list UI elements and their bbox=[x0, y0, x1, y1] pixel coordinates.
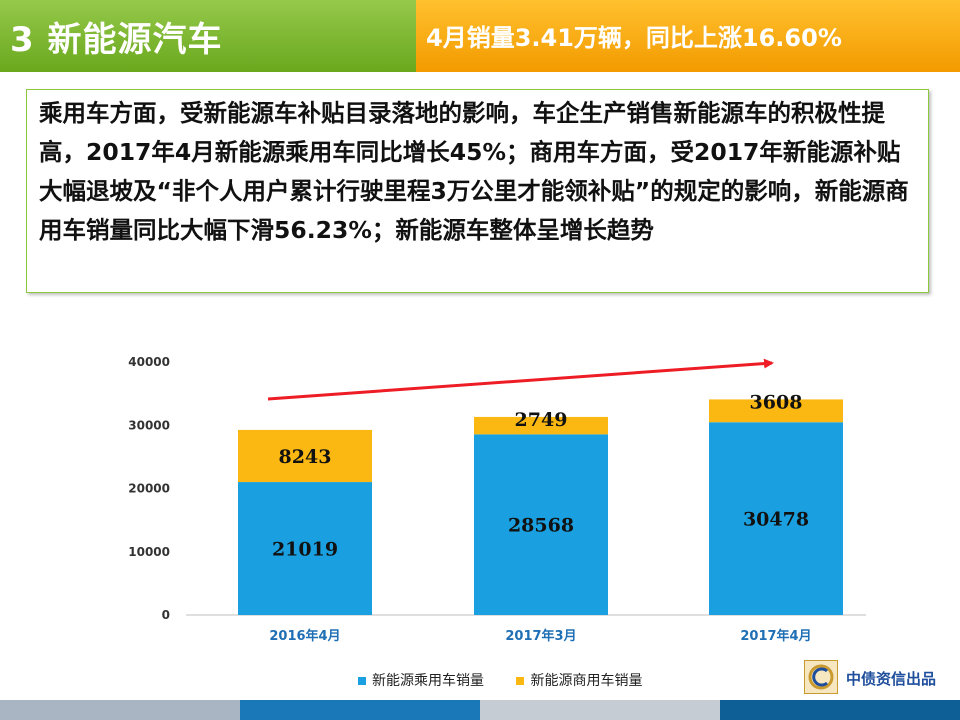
description-box: 乘用车方面，受新能源车补贴目录落地的影响，车企生产销售新能源车的积极性提高，20… bbox=[26, 89, 929, 293]
y-axis-ticks: 0 10000 20000 30000 40000 bbox=[128, 355, 170, 622]
footer-segment-2 bbox=[240, 700, 480, 720]
legend-label-passenger: 新能源乘用车销量 bbox=[372, 673, 484, 689]
data-label-commercial: 2749 bbox=[515, 409, 568, 431]
description-text: 乘用车方面，受新能源车补贴目录落地的影响，车企生产销售新能源车的积极性提高，20… bbox=[39, 99, 909, 244]
y-tick-label: 20000 bbox=[128, 482, 170, 496]
page-title: 3 新能源汽车 bbox=[10, 20, 223, 60]
data-label-commercial: 3608 bbox=[750, 391, 803, 413]
y-tick-label: 40000 bbox=[128, 355, 170, 369]
title-bar: 3 新能源汽车 bbox=[0, 0, 420, 72]
sales-chart: 0 10000 20000 30000 40000 21019 8243 28568 2749… bbox=[128, 355, 866, 644]
footer-segment-1 bbox=[0, 700, 240, 720]
bar-passenger bbox=[238, 482, 372, 615]
chart-legend: 新能源乘用车销量 新能源商用车销量 bbox=[358, 670, 670, 690]
bar-commercial bbox=[709, 399, 843, 423]
x-tick-label: 2016年4月 bbox=[269, 628, 340, 644]
y-tick-label: 10000 bbox=[128, 545, 170, 559]
data-label-passenger: 28568 bbox=[508, 515, 574, 537]
footer-bar bbox=[0, 700, 960, 720]
data-labels: 21019 8243 28568 2749 30478 3608 bbox=[272, 391, 809, 560]
brand-text: 中债资信出品 bbox=[846, 670, 937, 688]
legend-item-passenger: 新能源乘用车销量 bbox=[358, 670, 484, 690]
x-tick-label: 2017年4月 bbox=[740, 628, 811, 644]
x-axis-ticks: 2016年4月 2017年3月 2017年4月 bbox=[269, 628, 811, 644]
legend-item-commercial: 新能源商用车销量 bbox=[516, 670, 642, 690]
brand-mark: 中债资信出品 bbox=[804, 660, 954, 696]
page-subtitle: 4月销量3.41万辆，同比上涨16.60% bbox=[426, 24, 842, 52]
bar-passenger bbox=[474, 434, 608, 615]
legend-label-commercial: 新能源商用车销量 bbox=[530, 673, 643, 689]
data-label-passenger: 30478 bbox=[743, 509, 809, 531]
trend-arrow bbox=[267, 358, 774, 401]
bar-passenger bbox=[709, 422, 843, 615]
legend-swatch-passenger bbox=[358, 677, 366, 685]
y-tick-label: 30000 bbox=[128, 418, 170, 432]
data-label-commercial: 8243 bbox=[279, 446, 332, 468]
bar-commercial bbox=[238, 429, 372, 483]
x-tick-label: 2017年3月 bbox=[505, 628, 576, 644]
legend-swatch-commercial bbox=[516, 677, 525, 685]
data-label-passenger: 21019 bbox=[272, 539, 338, 561]
bar-commercial bbox=[474, 416, 608, 435]
brand-logo-icon bbox=[804, 660, 838, 694]
y-tick-label: 0 bbox=[162, 608, 170, 622]
subtitle-bar: 4月销量3.41万辆，同比上涨16.60% bbox=[416, 0, 960, 72]
bar-series bbox=[238, 399, 843, 615]
footer-segment-3 bbox=[480, 700, 720, 720]
footer-segment-4 bbox=[720, 700, 960, 720]
